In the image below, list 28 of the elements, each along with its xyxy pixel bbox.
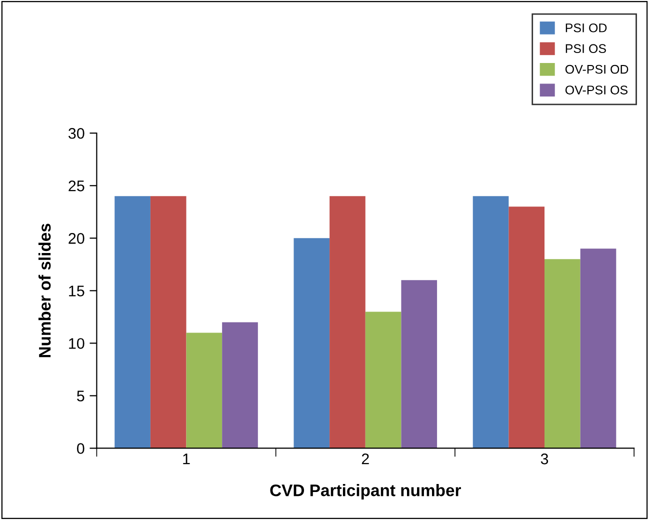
legend-label: PSI OD — [566, 23, 607, 32]
y-tick-label: 20 — [68, 233, 84, 244]
y-axis-title: Number of slides — [38, 224, 51, 358]
bar — [365, 312, 402, 448]
y-tick-label: 15 — [69, 286, 84, 296]
x-axis-title: CVD Participant number — [270, 484, 461, 500]
bar — [330, 196, 366, 448]
y-tick-label: 25 — [68, 180, 84, 192]
bar — [294, 238, 330, 448]
y-tick-label: 0 — [76, 443, 84, 454]
bar — [186, 332, 222, 448]
y-tick-label: 5 — [77, 390, 84, 402]
legend-label: PSI OS — [566, 44, 606, 54]
bar — [114, 196, 150, 448]
legend-label: OV-PSI OS — [565, 86, 628, 94]
x-tick-label: 2 — [362, 454, 369, 464]
bar — [508, 206, 545, 448]
bar — [544, 259, 580, 448]
legend-label: OV-PSI OD — [565, 64, 628, 74]
bar — [401, 280, 438, 448]
x-tick-label: 3 — [540, 454, 548, 464]
bar — [222, 322, 258, 448]
bar — [472, 196, 509, 448]
y-tick-label: 10 — [69, 338, 84, 349]
y-tick-label: 30 — [68, 128, 84, 139]
bar — [150, 196, 186, 448]
x-tick-label: 1 — [183, 454, 190, 464]
bar — [580, 248, 616, 448]
